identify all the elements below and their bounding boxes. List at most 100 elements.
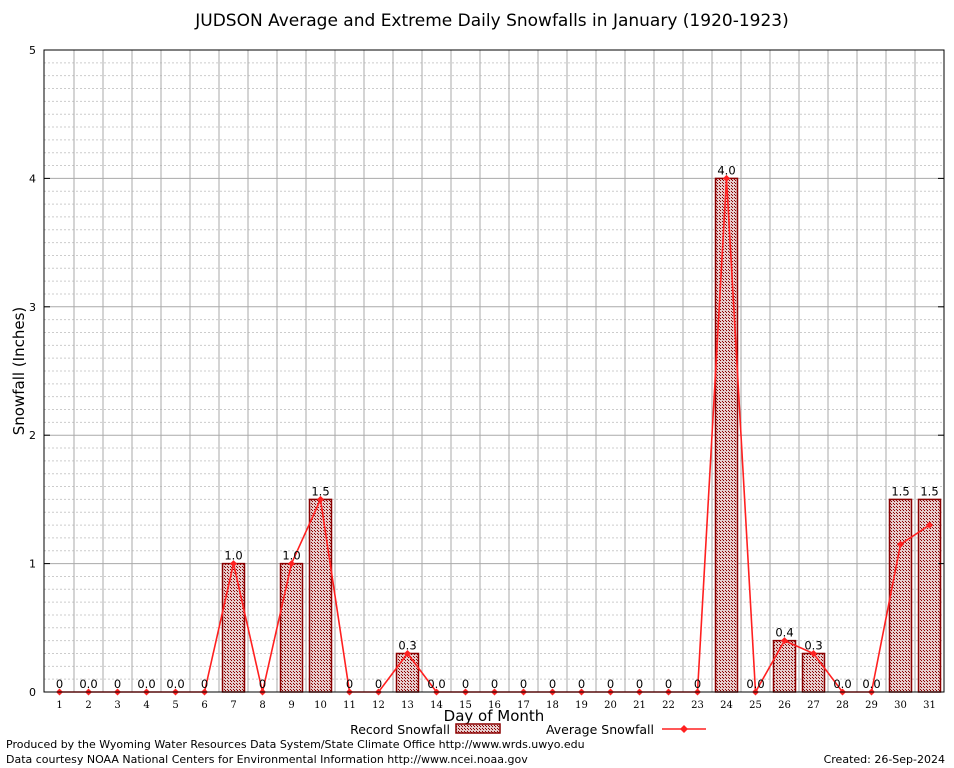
bar-value-label: 0: [201, 677, 208, 691]
bar-value-label: 0: [607, 677, 614, 691]
average-point: [723, 174, 730, 182]
y-tick-label: 5: [29, 44, 36, 57]
x-tick-label: 17: [517, 700, 530, 711]
x-tick-label: 21: [633, 700, 646, 711]
x-tick-label: 27: [807, 700, 820, 711]
legend-record-label: Record Snowfall: [350, 722, 450, 737]
bar-value-label: 1.0: [282, 549, 300, 563]
x-tick-label: 20: [604, 700, 617, 711]
bar-value-label: 0: [694, 677, 701, 691]
legend: Record Snowfall Average Snowfall: [350, 722, 706, 737]
bar-day-7: [221, 562, 246, 693]
bar-value-label: 4.0: [717, 163, 735, 177]
bar-day-9: [279, 562, 304, 693]
average-point: [404, 649, 411, 657]
bar-value-label: 0: [665, 677, 672, 691]
bar-value-label: 0.4: [775, 626, 793, 640]
y-tick-label: 4: [29, 172, 36, 185]
bar-value-label: 0: [462, 677, 469, 691]
bar-value-label: 1.0: [224, 549, 242, 563]
x-tick-label: 3: [114, 700, 120, 711]
x-axis-label: Day of Month: [444, 707, 545, 725]
legend-record-swatch: [455, 723, 501, 734]
x-tick-label: 16: [488, 700, 501, 711]
x-tick-label: 10: [314, 700, 327, 711]
x-axis-ticks: 1 2 3 4 5 6 7 8 9 10 11 12 13 14 15 16 17 18 19 20 21 22 23 24 2…: [56, 700, 936, 711]
x-tick-label: 13: [401, 700, 414, 711]
average-point: [288, 560, 295, 568]
average-point: [230, 560, 237, 568]
x-tick-label: 8: [259, 700, 265, 711]
record-snowfall-bars: [221, 177, 942, 693]
bar-value-label: 0: [578, 677, 585, 691]
bar-day-26: [772, 639, 797, 693]
bar-day-27: [801, 652, 826, 693]
y-tick-label: 2: [29, 429, 36, 442]
x-tick-label: 14: [430, 700, 443, 711]
x-tick-label: 12: [372, 700, 385, 711]
x-tick-label: 9: [288, 700, 294, 711]
x-tick-label: 7: [230, 700, 236, 711]
bar-value-label: 0.0: [833, 677, 851, 691]
plot-frame: [43, 49, 945, 693]
x-tick-label: 26: [778, 700, 791, 711]
average-point: [897, 540, 904, 548]
x-tick-label: 5: [172, 700, 178, 711]
bar-value-label: 1.5: [891, 484, 909, 498]
bar-value-label: 1.5: [311, 484, 329, 498]
x-tick-label: 25: [749, 700, 762, 711]
bar-value-label: 0.0: [746, 677, 764, 691]
data-courtesy-credit: Data courtesy NOAA National Centers for …: [6, 753, 528, 766]
x-tick-label: 2: [85, 700, 91, 711]
x-tick-label: 22: [662, 700, 675, 711]
bar-value-label: 0: [259, 677, 266, 691]
bar-value-label: 0: [375, 677, 382, 691]
bar-value-label: 1.5: [920, 484, 938, 498]
bar-value-label: 0.3: [804, 638, 822, 652]
bar-day-24: [714, 177, 739, 693]
bar-day-30: [888, 498, 913, 693]
y-tick-label: 0: [29, 686, 36, 699]
average-point: [317, 495, 324, 503]
y-tick-label: 1: [29, 558, 36, 571]
bar-value-label: 0: [636, 677, 643, 691]
bar-day-10: [308, 498, 333, 693]
bar-value-label: 0: [346, 677, 353, 691]
grid-lines: [44, 50, 944, 692]
x-tick-label: 11: [343, 700, 356, 711]
x-tick-label: 6: [201, 700, 207, 711]
legend-average-label: Average Snowfall: [546, 722, 654, 737]
x-tick-label: 18: [546, 700, 559, 711]
y-axis-label: Snowfall (Inches): [10, 307, 28, 435]
bar-value-label: 0.3: [398, 638, 416, 652]
bar-value-labels: 0 0.0 0 0.0 0.0 0 1.0 0 1.0 1.5 0 0 0.3 0.0 0 0 0 0 0 0 0 0 0 4…: [56, 163, 939, 691]
average-point: [781, 637, 788, 645]
x-tick-label: 19: [575, 700, 588, 711]
x-tick-label: 28: [836, 700, 849, 711]
bar-value-label: 0: [114, 677, 121, 691]
x-tick-label: 23: [691, 700, 704, 711]
x-tick-label: 24: [720, 700, 733, 711]
y-axis-ticks: 0 1 2 3 4 5: [29, 44, 944, 699]
bar-value-label: 0.0: [862, 677, 880, 691]
y-tick-label: 3: [29, 301, 36, 314]
bar-value-label: 0.0: [79, 677, 97, 691]
x-tick-label: 31: [923, 700, 936, 711]
x-tick-label: 1: [56, 700, 62, 711]
producer-credit: Produced by the Wyoming Water Resources …: [6, 738, 585, 751]
bar-value-label: 0: [491, 677, 498, 691]
bar-value-label: 0: [549, 677, 556, 691]
bar-value-label: 0.0: [427, 677, 445, 691]
average-point: [810, 649, 817, 657]
legend-average-marker: [680, 725, 688, 733]
bar-value-label: 0.0: [166, 677, 184, 691]
x-tick-label: 15: [459, 700, 472, 711]
bar-value-label: 0.0: [137, 677, 155, 691]
chart-title: JUDSON Average and Extreme Daily Snowfal…: [194, 11, 788, 31]
x-tick-label: 29: [865, 700, 878, 711]
x-tick-label: 30: [894, 700, 907, 711]
bar-value-label: 0: [520, 677, 527, 691]
bar-value-label: 0: [56, 677, 63, 691]
average-point: [926, 521, 933, 529]
